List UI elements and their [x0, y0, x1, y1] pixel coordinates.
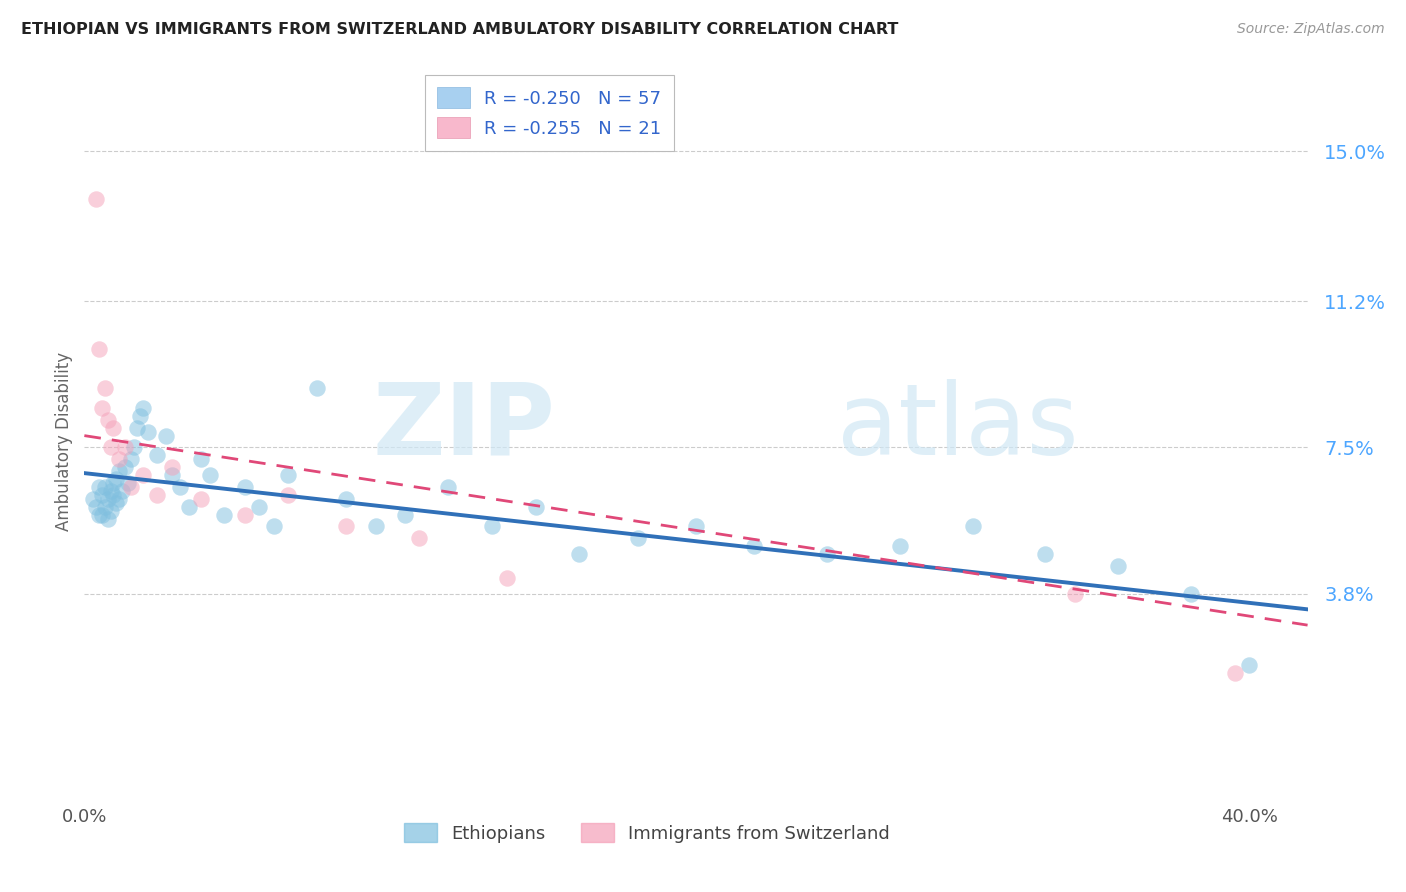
- Point: [97, 413, 120, 427]
- Point: [277, 468, 299, 483]
- Point: [685, 519, 707, 533]
- Point: [131, 401, 153, 415]
- Point: [627, 531, 650, 545]
- Point: [481, 519, 503, 533]
- Point: [437, 480, 460, 494]
- Point: [97, 491, 120, 506]
- Point: [103, 488, 125, 502]
- Point: [100, 483, 122, 498]
- Point: [90, 488, 112, 502]
- Point: [742, 539, 765, 553]
- Point: [394, 508, 416, 522]
- Point: [117, 475, 139, 490]
- Point: [120, 480, 142, 494]
- Point: [84, 192, 107, 206]
- Point: [233, 508, 256, 522]
- Point: [87, 342, 110, 356]
- Point: [1035, 547, 1057, 561]
- Point: [190, 491, 212, 506]
- Point: [495, 571, 517, 585]
- Point: [179, 500, 201, 514]
- Point: [131, 468, 153, 483]
- Point: [111, 483, 134, 498]
- Point: [889, 539, 911, 553]
- Point: [87, 480, 110, 494]
- Text: ETHIOPIAN VS IMMIGRANTS FROM SWITZERLAND AMBULATORY DISABILITY CORRELATION CHART: ETHIOPIAN VS IMMIGRANTS FROM SWITZERLAND…: [21, 22, 898, 37]
- Point: [105, 472, 128, 486]
- Point: [233, 480, 256, 494]
- Point: [103, 475, 125, 490]
- Point: [103, 421, 125, 435]
- Point: [138, 425, 160, 439]
- Point: [160, 468, 183, 483]
- Point: [815, 547, 838, 561]
- Point: [263, 519, 285, 533]
- Point: [82, 491, 104, 506]
- Point: [160, 460, 183, 475]
- Point: [108, 452, 131, 467]
- Point: [108, 464, 131, 478]
- Point: [146, 448, 169, 462]
- Point: [524, 500, 547, 514]
- Point: [114, 460, 136, 475]
- Point: [122, 441, 145, 455]
- Point: [364, 519, 387, 533]
- Point: [100, 503, 122, 517]
- Point: [1063, 586, 1085, 600]
- Point: [146, 488, 169, 502]
- Point: [335, 491, 357, 506]
- Point: [90, 508, 112, 522]
- Point: [1239, 657, 1261, 672]
- Point: [212, 508, 235, 522]
- Point: [87, 508, 110, 522]
- Legend: Ethiopians, Immigrants from Switzerland: Ethiopians, Immigrants from Switzerland: [395, 814, 898, 852]
- Point: [93, 480, 115, 494]
- Point: [90, 401, 112, 415]
- Y-axis label: Ambulatory Disability: Ambulatory Disability: [55, 352, 73, 531]
- Point: [84, 500, 107, 514]
- Point: [190, 452, 212, 467]
- Point: [277, 488, 299, 502]
- Point: [105, 496, 128, 510]
- Text: Source: ZipAtlas.com: Source: ZipAtlas.com: [1237, 22, 1385, 37]
- Point: [97, 511, 120, 525]
- Point: [120, 452, 142, 467]
- Point: [93, 500, 115, 514]
- Point: [128, 409, 150, 423]
- Text: ZIP: ZIP: [373, 378, 555, 475]
- Point: [962, 519, 984, 533]
- Point: [198, 468, 221, 483]
- Text: atlas: atlas: [837, 378, 1078, 475]
- Point: [1107, 558, 1129, 573]
- Point: [114, 441, 136, 455]
- Point: [155, 428, 177, 442]
- Point: [568, 547, 591, 561]
- Point: [169, 480, 191, 494]
- Point: [247, 500, 270, 514]
- Point: [307, 381, 329, 395]
- Point: [408, 531, 430, 545]
- Point: [1180, 586, 1202, 600]
- Point: [108, 491, 131, 506]
- Point: [100, 441, 122, 455]
- Point: [335, 519, 357, 533]
- Point: [125, 421, 148, 435]
- Point: [1223, 665, 1246, 680]
- Point: [93, 381, 115, 395]
